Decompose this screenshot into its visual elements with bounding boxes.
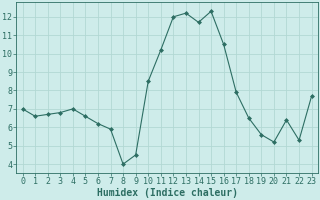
X-axis label: Humidex (Indice chaleur): Humidex (Indice chaleur)	[97, 188, 237, 198]
